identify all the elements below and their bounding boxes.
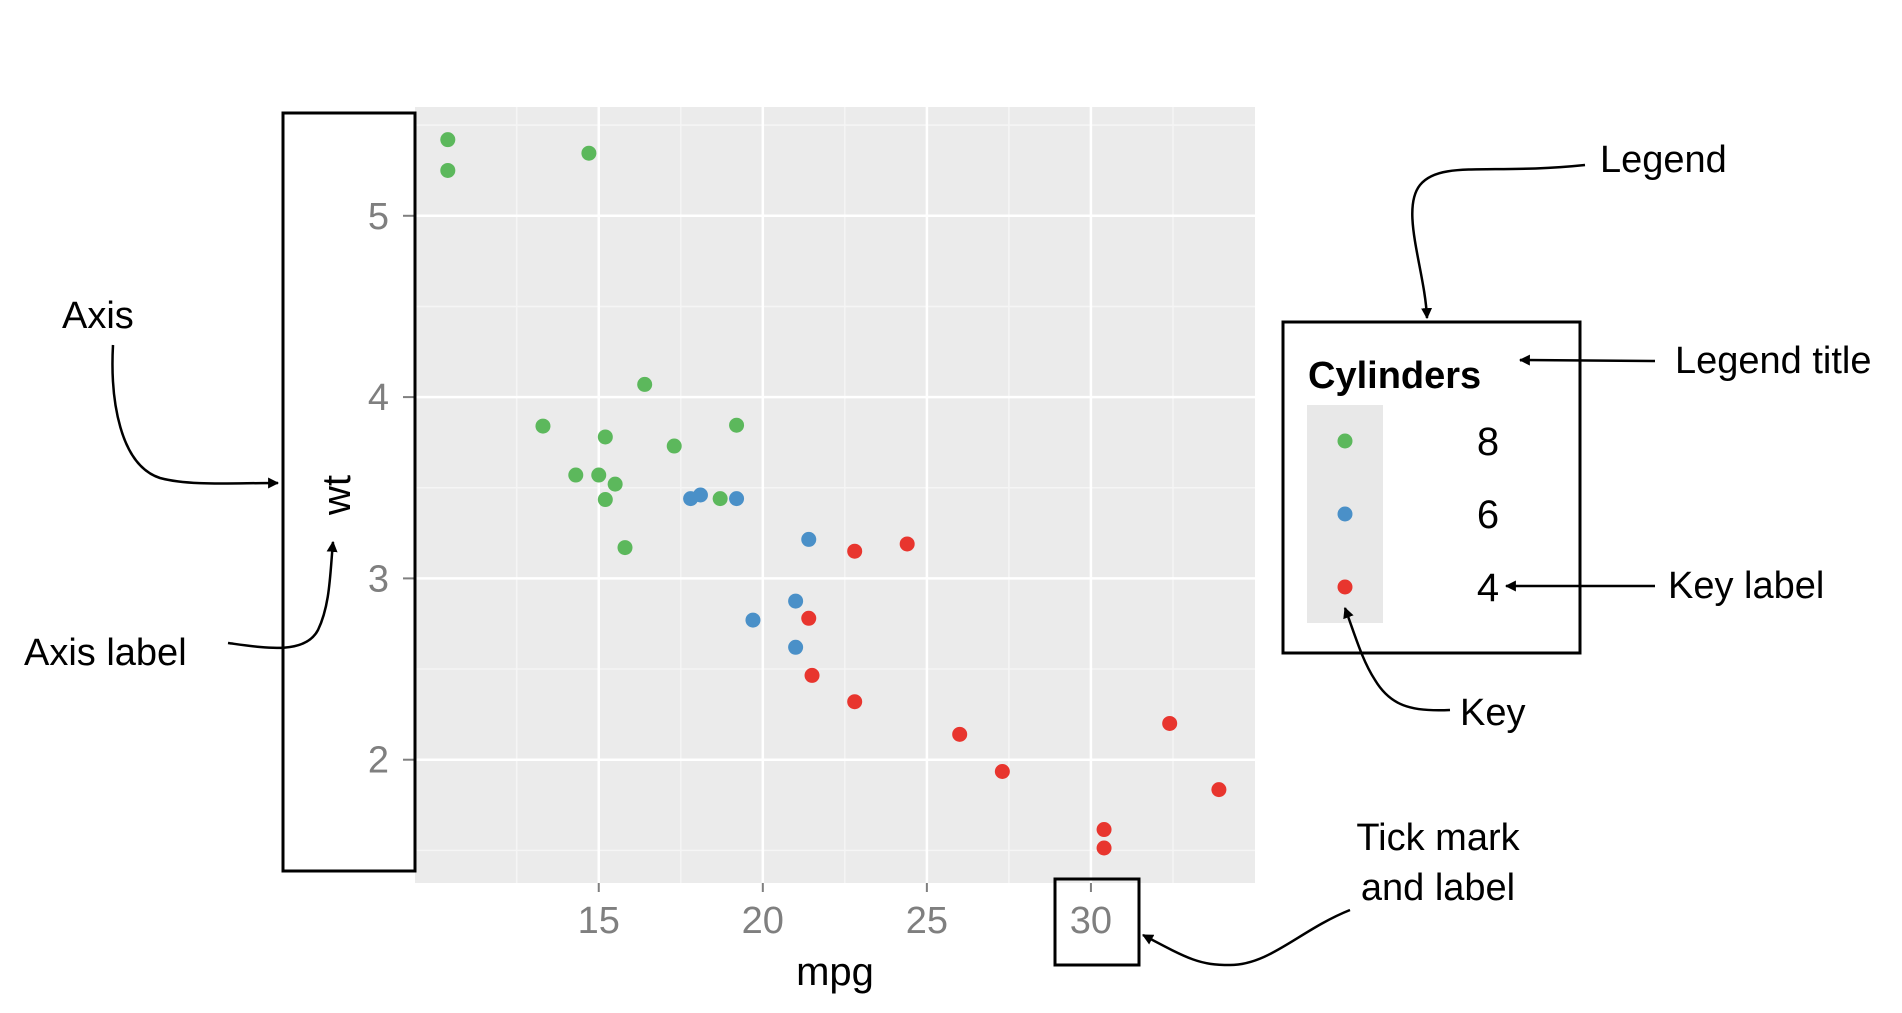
- arrow-legend: [1411, 163, 1586, 320]
- legend-key-4: [1337, 579, 1353, 595]
- x-tick-label: 15: [578, 900, 620, 942]
- arrow-legend-title: [1518, 354, 1656, 366]
- annotation-arrows: [111, 163, 1656, 967]
- data-point-cyl-4: [899, 536, 915, 552]
- data-point-cyl-8: [535, 418, 551, 434]
- grid-lines: [415, 107, 1255, 883]
- legend-key-8: [1337, 433, 1353, 449]
- x-tick-label: 30: [1070, 900, 1112, 942]
- x-tick-label: 20: [742, 900, 784, 942]
- plot-panel: [415, 107, 1255, 883]
- arrow-axis-label: [227, 540, 338, 650]
- annotation-axis: Axis: [62, 295, 134, 337]
- data-point-cyl-8: [712, 491, 728, 507]
- axis-highlight-box: [281, 111, 417, 873]
- x-tick-label: 25: [906, 900, 948, 942]
- data-point-cyl-8: [666, 438, 682, 454]
- legend-key-label-4: 4: [1477, 566, 1499, 610]
- data-point-cyl-4: [1096, 822, 1112, 838]
- annotation-tick-line2: and label: [1361, 867, 1515, 909]
- data-point-cyl-6: [692, 487, 708, 503]
- legend-key-6: [1337, 506, 1353, 522]
- y-tick-label: 4: [368, 377, 389, 419]
- data-point-cyl-8: [607, 476, 623, 492]
- legend-entries: 8 6 4: [1337, 420, 1499, 610]
- annotation-key: Key: [1460, 692, 1525, 734]
- axis-ticks: 15 20 25 30 2 3 4 5: [368, 196, 1112, 942]
- data-point-cyl-6: [801, 531, 817, 547]
- annotation-key-label: Key label: [1668, 565, 1824, 607]
- data-point-cyl-8: [591, 467, 607, 483]
- legend-key-label-8: 8: [1477, 420, 1499, 464]
- data-point-cyl-8: [440, 132, 456, 148]
- data-point-cyl-4: [847, 543, 863, 559]
- legend-title: Cylinders: [1308, 355, 1481, 397]
- data-point-cyl-4: [994, 763, 1010, 779]
- arrow-key: [1343, 606, 1451, 712]
- arrow-tick-mark: [1142, 908, 1351, 967]
- annotation-axis-label: Axis label: [24, 632, 187, 674]
- y-tick-label: 5: [368, 196, 389, 238]
- data-point-cyl-6: [788, 593, 804, 609]
- data-point-cyl-4: [952, 726, 968, 742]
- arrow-axis: [111, 344, 280, 489]
- data-point-cyl-8: [729, 417, 745, 433]
- annotation-legend-title: Legend title: [1675, 340, 1872, 382]
- data-point-cyl-6: [745, 612, 761, 628]
- y-axis-label: wt: [315, 475, 359, 516]
- data-point-cyl-4: [847, 694, 863, 710]
- data-point-cyl-6: [729, 491, 745, 507]
- data-point-cyl-8: [637, 376, 653, 392]
- data-point-cyl-4: [804, 667, 820, 683]
- annotation-tick-line1: Tick mark: [1356, 817, 1520, 859]
- data-point-cyl-4: [1096, 840, 1112, 856]
- data-point-cyl-8: [597, 429, 613, 445]
- data-point-cyl-4: [1162, 715, 1178, 731]
- y-tick-label: 2: [368, 740, 389, 782]
- annotation-legend: Legend: [1600, 139, 1727, 181]
- data-point-cyl-8: [581, 145, 597, 161]
- tick-highlight-box: [1053, 877, 1141, 967]
- data-point-cyl-4: [1211, 782, 1227, 798]
- data-point-cyl-8: [597, 492, 613, 508]
- x-axis-label: mpg: [796, 950, 874, 994]
- data-point-cyl-6: [788, 639, 804, 655]
- data-point-cyl-8: [568, 467, 584, 483]
- legend-key-label-6: 6: [1477, 493, 1499, 537]
- data-point-cyl-8: [440, 162, 456, 178]
- data-point-cyl-8: [617, 540, 633, 556]
- data-points: [440, 132, 1227, 856]
- y-tick-label: 3: [368, 558, 389, 600]
- data-point-cyl-4: [801, 610, 817, 626]
